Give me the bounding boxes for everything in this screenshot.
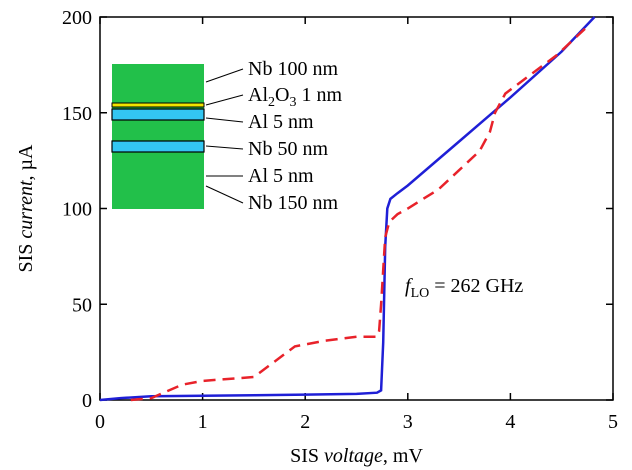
inset-al-layer — [111, 140, 205, 153]
y-axis-label-part: current — [15, 180, 37, 239]
inset-al-layer — [111, 108, 205, 121]
inset-label-part: Al 5 nm — [248, 165, 314, 187]
annotation: fLO = 262 GHz — [405, 275, 523, 301]
series-line — [130, 25, 589, 402]
inset-label-part: 1 nm — [296, 84, 342, 106]
inset-label-part: 3 — [289, 95, 296, 110]
y-axis-label-part: , µA — [15, 144, 37, 181]
x-tick-label: 1 — [198, 411, 208, 433]
y-tick-label: 0 — [82, 390, 92, 412]
y-tick-label: 200 — [62, 7, 92, 29]
y-axis-label: SIS current, µA — [15, 144, 37, 273]
inset-label: Nb 150 nm — [248, 192, 338, 214]
inset-label: Al 5 nm — [248, 111, 314, 133]
x-axis-label-part: , mV — [383, 445, 424, 467]
annotation-part: LO — [411, 286, 430, 301]
inset-label: Nb 50 nm — [248, 138, 328, 160]
annotation-part: = 262 GHz — [429, 275, 523, 297]
y-tick-label: 50 — [72, 294, 92, 316]
inset-label: Al2O3 1 nm — [248, 84, 342, 110]
inset-label: Al 5 nm — [248, 165, 314, 187]
leader-line — [205, 94, 244, 106]
inset-label-part: Al — [248, 84, 268, 106]
x-tick-label: 4 — [505, 411, 515, 433]
leader-line — [205, 145, 244, 150]
inset-label-part: Nb 150 nm — [248, 192, 338, 214]
leader-line — [205, 185, 244, 204]
x-axis-label-part: voltage — [324, 445, 383, 467]
inset-substrate — [112, 64, 204, 209]
inset-label: Nb 100 nm — [248, 58, 338, 80]
inset-label-part: Nb 100 nm — [248, 58, 338, 80]
inset-label-part: O — [275, 84, 289, 106]
annotation-part: f — [405, 275, 413, 297]
x-axis-label-part: SIS — [290, 445, 324, 467]
x-axis-label: SIS voltage, mV — [290, 445, 423, 467]
y-tick-label: 150 — [62, 103, 92, 125]
x-tick-label: 0 — [95, 411, 105, 433]
leader-line — [205, 117, 244, 123]
y-tick-label: 100 — [62, 199, 92, 221]
inset-label-part: Nb 50 nm — [248, 138, 328, 160]
inset-label-part: Al 5 nm — [248, 111, 314, 133]
inset-oxide — [111, 102, 205, 108]
x-tick-label: 5 — [608, 411, 618, 433]
series-line — [99, 16, 596, 402]
inset-label-part: 2 — [268, 95, 275, 110]
x-tick-label: 2 — [300, 411, 310, 433]
x-tick-label: 3 — [403, 411, 413, 433]
y-axis-label-part: SIS — [15, 239, 37, 273]
leader-line — [205, 68, 244, 83]
